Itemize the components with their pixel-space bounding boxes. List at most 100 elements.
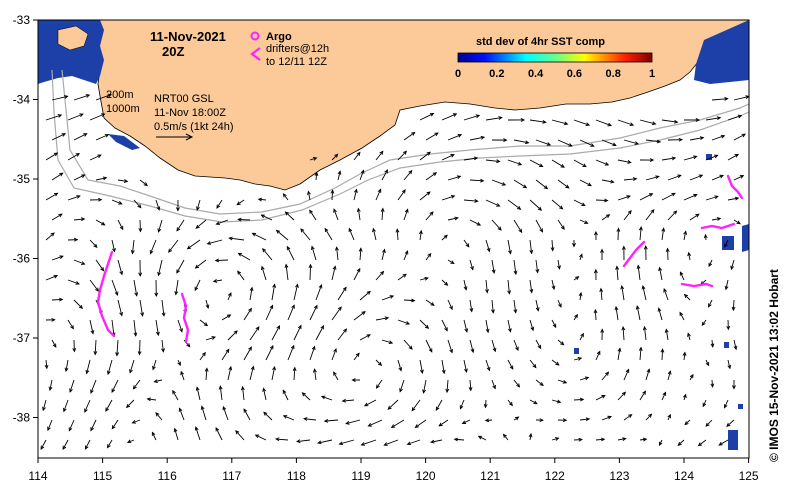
current-arrow [620,284,625,301]
current-arrow [705,419,713,427]
current-arrow [419,191,431,201]
current-arrow [375,359,383,367]
current-arrow [639,390,646,401]
current-arrow [95,219,106,226]
current-arrow [177,359,181,367]
current-arrow [157,219,163,233]
current-arrow [573,276,580,281]
current-arrow [111,379,119,393]
current-arrow [595,159,610,166]
current-arrow [275,437,289,442]
current-arrow [129,359,135,374]
current-arrow [45,232,55,241]
current-vectors [40,93,750,451]
current-arrow [689,373,694,381]
scale-label: 0.5m/s (1kt 24h) [154,121,233,133]
current-arrow [687,251,692,261]
current-arrow [314,171,319,181]
current-arrow [89,239,98,248]
current-arrow [535,339,542,350]
current-arrow [176,219,185,232]
current-arrow [205,299,210,309]
current-arrow [683,118,701,122]
depth-200m-label: 200m [106,89,134,101]
current-arrow [161,299,166,317]
current-arrow [529,199,543,211]
current-arrow [381,295,395,301]
current-arrow [551,359,560,366]
current-arrow [513,416,520,421]
current-arrow [177,319,183,333]
current-arrow [383,439,399,446]
current-arrow [441,319,448,332]
current-arrow [579,376,590,381]
current-arrow [535,179,549,190]
current-arrow [130,239,135,255]
current-arrow [69,379,75,393]
current-arrow [67,279,80,285]
current-arrow [682,351,687,361]
current-arrow [551,437,560,441]
current-arrow [380,207,385,221]
sst-patch-east-edge-3 [728,430,738,450]
current-arrow [684,419,691,426]
current-arrow [573,437,583,442]
colorbar-title: std dev of 4hr SST comp [476,36,605,48]
current-arrow [125,399,135,409]
current-arrow [445,379,450,394]
isobath-1000m [51,69,750,223]
current-arrow [186,239,201,250]
current-arrow [330,189,335,201]
credit-text: © IMOS 15-Nov-2021 13:02 Hobart [767,269,781,462]
sst-dot-3 [724,342,729,348]
current-arrow [535,299,540,312]
current-arrow [218,385,223,401]
current-arrow [117,219,124,231]
current-arrow [67,113,84,121]
current-arrow [111,279,119,296]
current-arrow [727,153,740,161]
current-arrow [529,359,537,369]
current-arrow [73,133,88,141]
current-arrow [243,346,252,361]
current-arrow [731,299,736,312]
current-arrow [249,286,254,301]
colorbar-tick-label: 0.8 [606,68,621,80]
current-arrow [491,379,496,390]
current-arrow [403,131,416,141]
current-arrow [595,350,601,361]
current-arrow [178,407,185,421]
x-tick-label: 123 [609,469,629,483]
x-tick-label: 121 [480,469,500,483]
current-arrow [337,328,348,341]
current-arrow [529,239,534,255]
current-arrow [491,219,502,231]
current-arrow [623,414,633,421]
current-arrow [641,285,647,301]
current-arrow [579,332,584,341]
current-arrow [679,271,685,281]
current-arrow [507,399,513,407]
current-arrow [435,399,443,412]
current-arrow [89,319,95,335]
current-arrow [623,368,630,381]
current-arrow [579,253,583,261]
current-arrow [513,259,518,276]
current-arrow [315,324,324,341]
current-arrow [507,118,526,122]
y-tick-label: -36 [13,252,31,266]
current-arrow [600,248,604,261]
current-arrow [683,230,688,241]
y-tick-label: -33 [13,13,31,27]
current-arrow [309,304,318,321]
current-arrow [221,348,230,361]
current-arrow [679,311,685,321]
current-arrow [645,208,655,221]
current-arrow [639,158,655,162]
plot-frame [37,19,750,459]
current-arrow [262,387,267,401]
current-arrow [335,246,339,261]
current-arrow [419,276,429,281]
current-arrow [425,252,432,261]
current-arrow [459,399,465,410]
